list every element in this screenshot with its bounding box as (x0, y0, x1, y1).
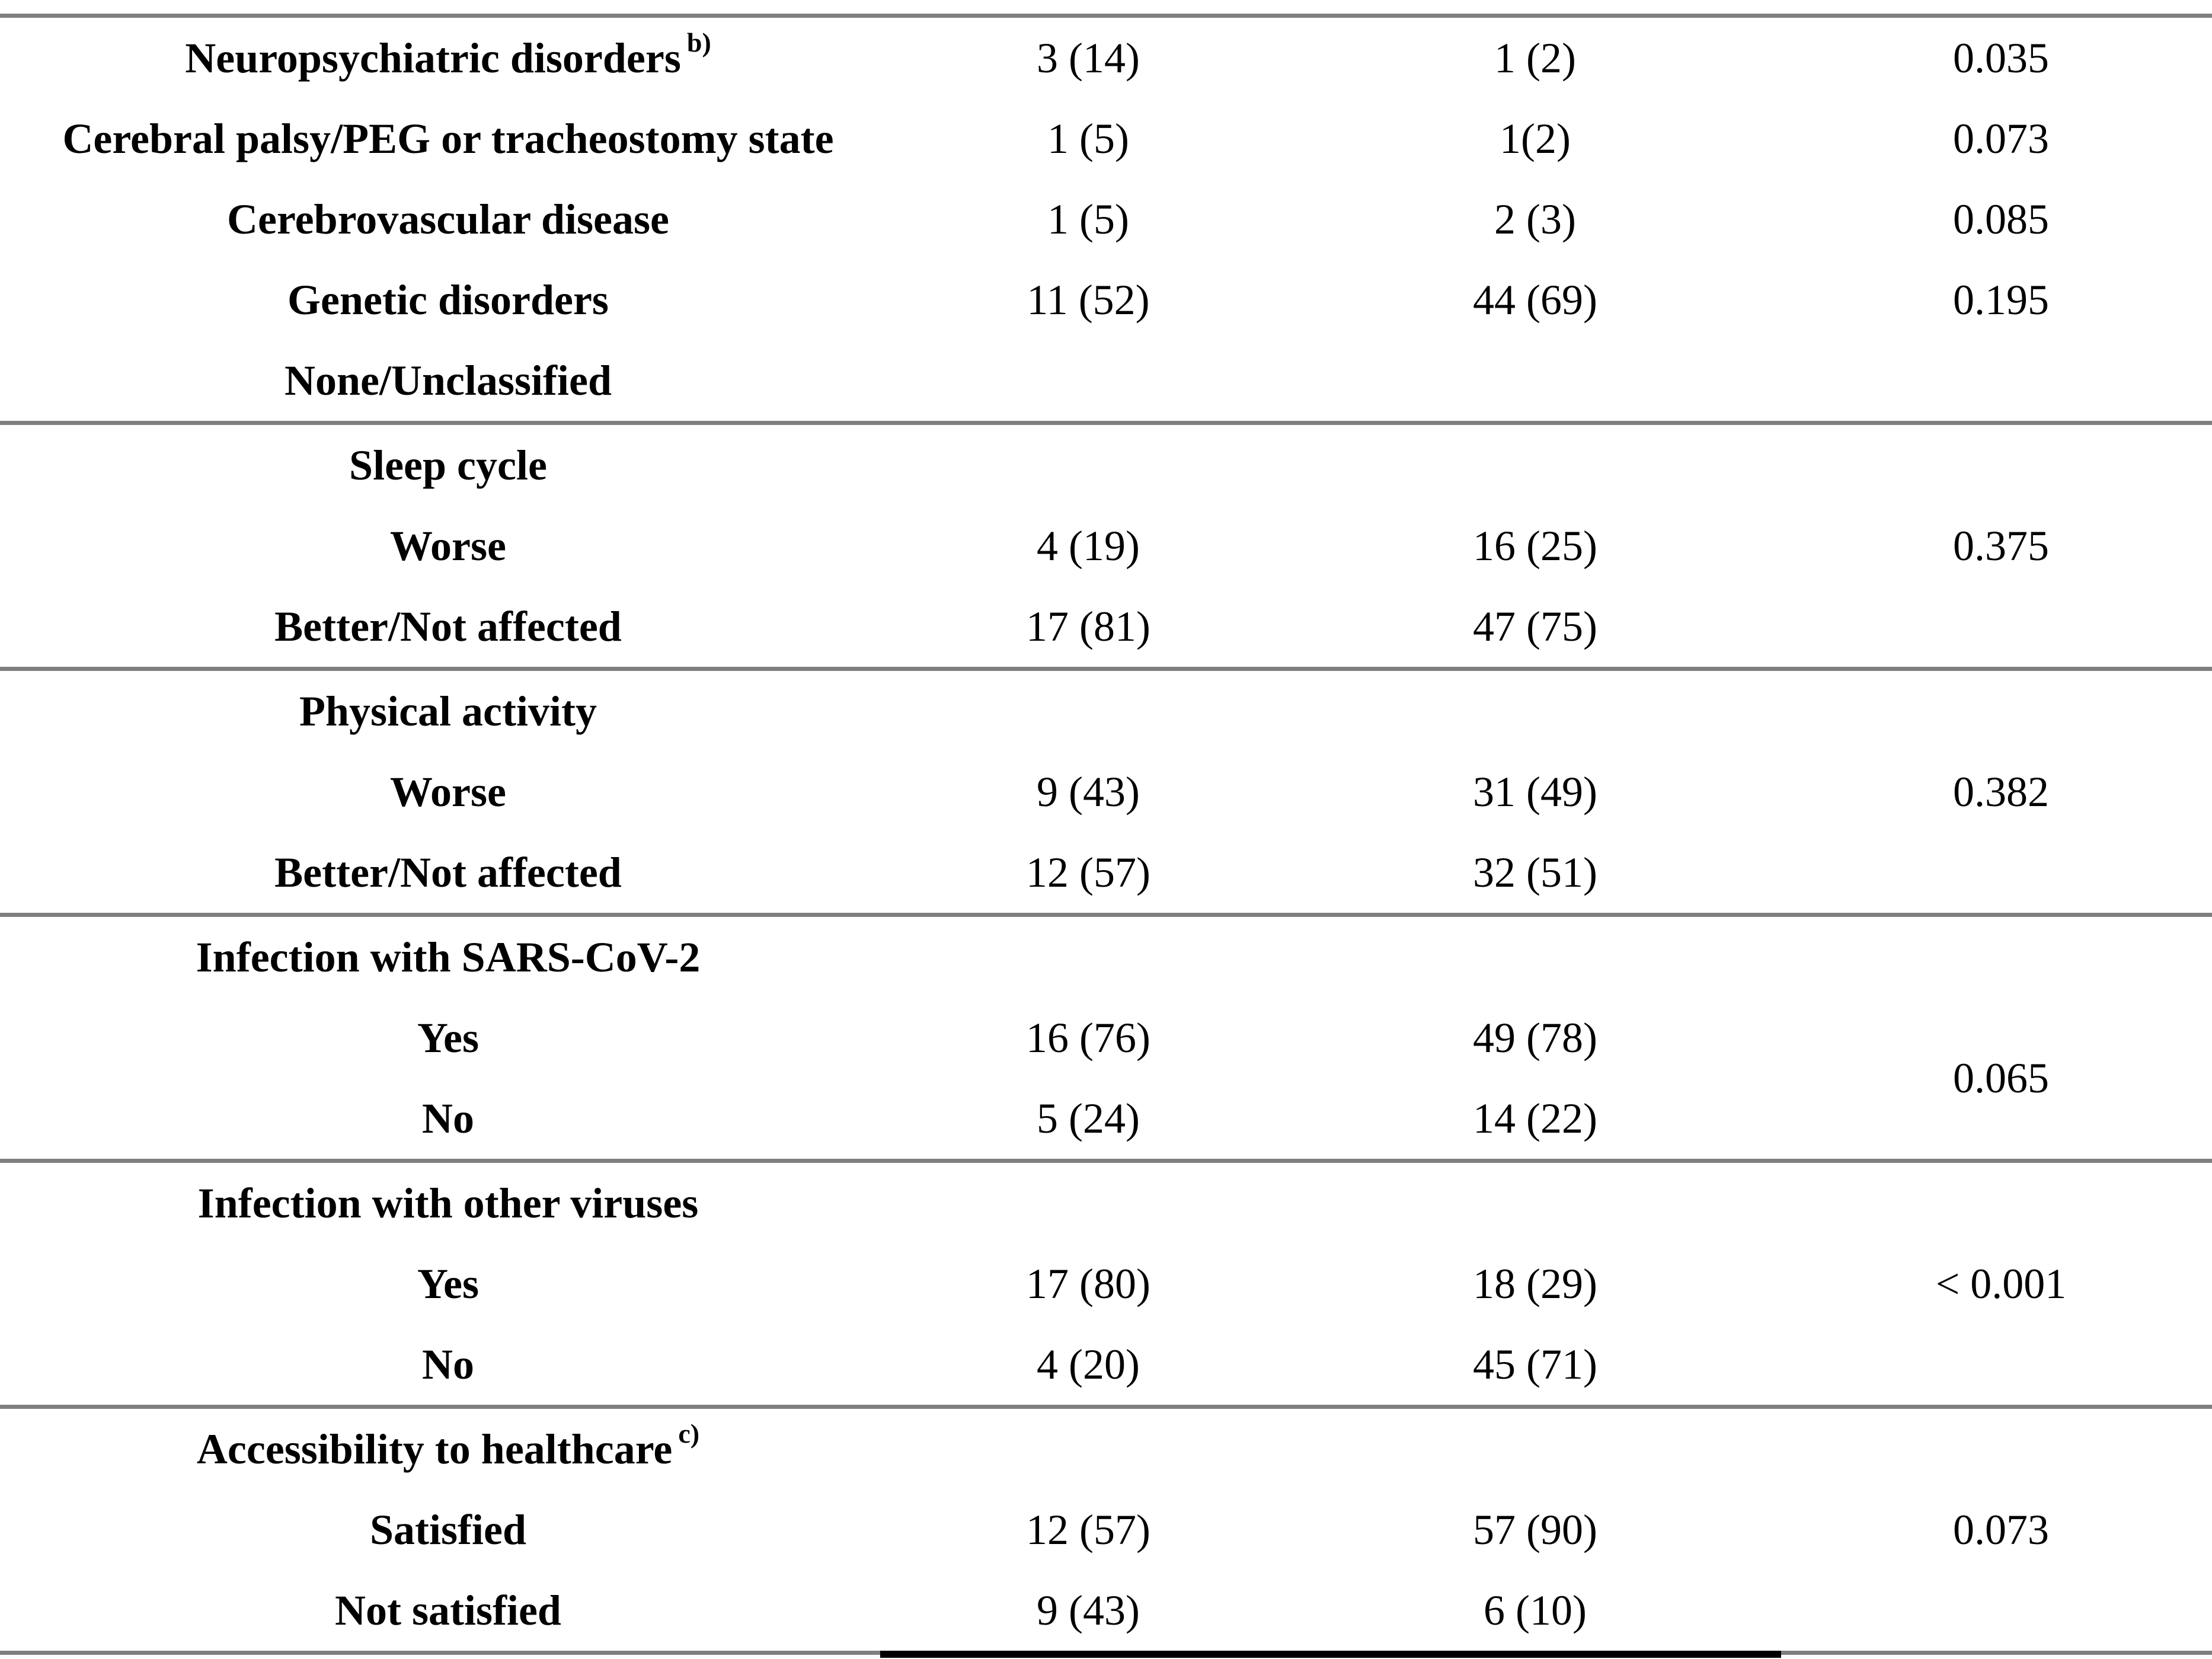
row-label-text: Physical activity (299, 688, 597, 735)
group1-count-cell: 17 (81) (1026, 603, 1150, 650)
row-label-text: Cerebral palsy/PEG or tracheostomy state (62, 115, 834, 162)
row-label-text: Not satisfied (335, 1587, 561, 1634)
group1-count-cell: 11 (52) (1027, 276, 1150, 324)
group1-count-cell: 12 (57) (1026, 849, 1150, 896)
group1-count-cell: 9 (43) (1037, 768, 1140, 816)
table-section: Sleep cycle Worse 4 (19) 16 (25) 0.375 Better… (0, 421, 2212, 667)
group2-count-cell: 57 (90) (1473, 1506, 1597, 1553)
p-value-cell: 0.375 (1953, 522, 2049, 570)
group2-count-cell: 32 (51) (1473, 849, 1597, 896)
bottom-rule-gray-left-segment (0, 1651, 880, 1655)
row-label: Cerebrovascular disease (0, 179, 896, 260)
row-label-text: Yes (417, 1260, 479, 1308)
group2-count-cell: 14 (22) (1473, 1095, 1597, 1142)
p-value-cell: 0.382 (1953, 768, 2049, 816)
group2-count-cell: 49 (78) (1473, 1014, 1597, 1062)
row-label: Yes (0, 1244, 896, 1324)
row-label: Satisfied (0, 1489, 896, 1570)
row-label-text: Neuropsychiatric disorders (185, 34, 681, 82)
row-label-text: Better/Not affected (274, 603, 622, 650)
row-label-text: Infection with other viruses (197, 1179, 699, 1227)
row-label-text: Yes (417, 1014, 479, 1062)
p-value-cell: < 0.001 (1935, 1260, 2067, 1308)
p-value-cell: 0.073 (1953, 115, 2049, 162)
group2-count-cell: 1 (2) (1494, 34, 1576, 82)
group2-count-cell: 47 (75) (1473, 603, 1597, 650)
table-bottom-rule (0, 1651, 2212, 1659)
group1-count-cell: 1 (5) (1047, 115, 1129, 162)
row-label: No (0, 1078, 896, 1159)
row-label-text: None/Unclassified (284, 357, 612, 404)
row-label: Better/Not affected (0, 586, 896, 667)
table-section: Accessibility to healthcare c) Satisfied 12… (0, 1405, 2212, 1651)
row-label-text: Genetic disorders (287, 276, 609, 324)
row-label: None/Unclassified (0, 340, 896, 421)
table-section: Infection with other viruses Yes 17 (80) 18… (0, 1159, 2212, 1405)
bottom-rule-gray-right-segment (1781, 1651, 2212, 1655)
row-label-text: Satisfied (369, 1506, 527, 1553)
category-header-label: Infection with SARS-CoV-2 (0, 917, 896, 998)
row-label: Cerebral palsy/PEG or tracheostomy state (0, 98, 896, 179)
row-label: Genetic disorders (0, 260, 896, 340)
row-label: Yes (0, 998, 896, 1078)
category-header-label: Accessibility to healthcare c) (196, 1418, 700, 1473)
table-section: Infection with SARS-CoV-2 Yes 16 (76) 49 (7… (0, 913, 2212, 1159)
group2-count-cell: 31 (49) (1473, 768, 1597, 816)
category-header-label: Infection with other viruses (0, 1163, 896, 1244)
row-label-text: Better/Not affected (274, 849, 622, 896)
group2-count-cell: 44 (69) (1473, 276, 1597, 324)
row-label: Better/Not affected (0, 832, 896, 913)
group1-count-cell: 3 (14) (1037, 34, 1140, 82)
group2-count-cell: 18 (29) (1473, 1260, 1597, 1308)
group1-count-cell: 5 (24) (1037, 1095, 1140, 1142)
group1-count-cell: 12 (57) (1026, 1506, 1150, 1553)
bottom-rule-black-segment (880, 1651, 1781, 1658)
group1-count-cell: 9 (43) (1037, 1587, 1140, 1634)
row-label-text: Cerebrovascular disease (227, 196, 669, 243)
row-label-text: Worse (390, 522, 506, 570)
group2-count-cell: 16 (25) (1473, 522, 1597, 570)
table-section: Neuropsychiatric disorders b) 3 (14) 1 (2) 0… (0, 14, 2212, 421)
p-value-cell: 0.035 (1953, 34, 2049, 82)
row-label: Neuropsychiatric disorders b) (185, 27, 711, 82)
row-label-text: No (422, 1341, 474, 1388)
clinical-characteristics-table: Neuropsychiatric disorders b) 3 (14) 1 (2) 0… (0, 14, 2212, 1651)
row-label: No (0, 1324, 896, 1405)
p-value-cell: 0.065 (1953, 1054, 2049, 1102)
group2-count-cell: 6 (10) (1484, 1587, 1587, 1634)
table-section: Physical activity Worse 9 (43) 31 (49) 0.382… (0, 667, 2212, 913)
row-label-text: Sleep cycle (349, 442, 547, 489)
row-label: Worse (0, 506, 896, 586)
row-label-text: Infection with SARS-CoV-2 (196, 934, 701, 981)
row-label-text: Worse (390, 768, 506, 816)
group1-count-cell: 4 (20) (1037, 1341, 1140, 1388)
group1-count-cell: 4 (19) (1037, 522, 1140, 570)
p-value-cell: 0.195 (1953, 276, 2049, 324)
group1-count-cell: 17 (80) (1026, 1260, 1150, 1308)
p-value-cell: 0.073 (1953, 1506, 2049, 1553)
row-label: Worse (0, 752, 896, 832)
p-value-cell: 0.085 (1953, 196, 2049, 243)
category-header-label: Physical activity (0, 671, 896, 752)
group1-count-cell: 1 (5) (1047, 196, 1129, 243)
group2-count-cell: 2 (3) (1494, 196, 1576, 243)
group2-count-cell: 1(2) (1500, 115, 1571, 162)
group1-count-cell: 16 (76) (1026, 1014, 1150, 1062)
category-header-label: Sleep cycle (0, 425, 896, 506)
row-label-text: No (422, 1095, 474, 1142)
row-label-text: Accessibility to healthcare (196, 1425, 673, 1473)
row-label: Not satisfied (0, 1570, 896, 1651)
group2-count-cell: 45 (71) (1473, 1341, 1597, 1388)
